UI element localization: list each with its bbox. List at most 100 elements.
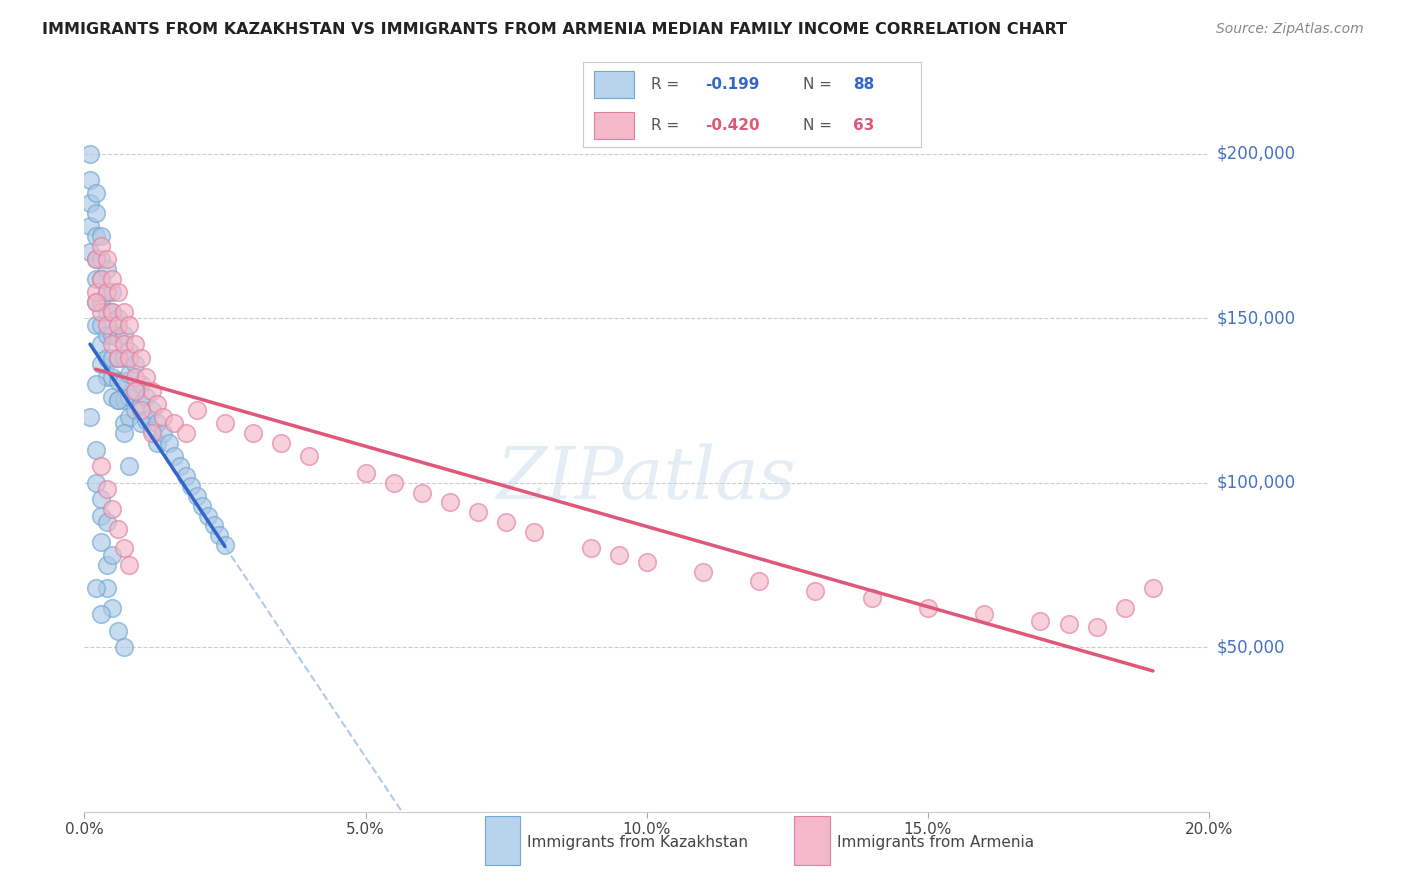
Point bbox=[163, 417, 186, 431]
Point bbox=[90, 228, 112, 243]
Point bbox=[692, 565, 714, 579]
Point bbox=[96, 351, 118, 365]
Point bbox=[101, 304, 124, 318]
Text: R =: R = bbox=[651, 77, 685, 92]
Text: Source: ZipAtlas.com: Source: ZipAtlas.com bbox=[1216, 22, 1364, 37]
Text: IMMIGRANTS FROM KAZAKHSTAN VS IMMIGRANTS FROM ARMENIA MEDIAN FAMILY INCOME CORRE: IMMIGRANTS FROM KAZAKHSTAN VS IMMIGRANTS… bbox=[42, 22, 1067, 37]
Point bbox=[129, 351, 152, 365]
Point bbox=[118, 351, 141, 365]
Point bbox=[135, 413, 157, 427]
Point bbox=[124, 403, 146, 417]
Point bbox=[96, 482, 118, 496]
Point bbox=[129, 397, 152, 411]
FancyBboxPatch shape bbox=[593, 112, 634, 139]
Point bbox=[90, 304, 112, 318]
Point bbox=[186, 489, 208, 503]
Point bbox=[129, 403, 152, 417]
Text: $150,000: $150,000 bbox=[1216, 310, 1295, 327]
Point bbox=[191, 499, 214, 513]
Point bbox=[157, 436, 180, 450]
Point bbox=[208, 528, 231, 542]
Point bbox=[270, 436, 292, 450]
Point bbox=[1057, 617, 1080, 632]
Point bbox=[112, 417, 135, 431]
Point bbox=[174, 426, 197, 441]
Point bbox=[146, 397, 169, 411]
Point bbox=[96, 515, 118, 529]
Point bbox=[107, 522, 129, 536]
Point bbox=[112, 640, 135, 655]
Point bbox=[141, 426, 163, 441]
Point bbox=[112, 541, 135, 556]
Point bbox=[107, 311, 129, 326]
Point bbox=[107, 285, 129, 299]
Point bbox=[84, 442, 107, 457]
Point bbox=[101, 271, 124, 285]
Point bbox=[79, 146, 101, 161]
Point bbox=[118, 367, 141, 381]
Point bbox=[107, 351, 129, 365]
Point bbox=[96, 327, 118, 342]
Point bbox=[79, 196, 101, 211]
Point bbox=[298, 450, 321, 464]
Point bbox=[101, 370, 124, 384]
Point bbox=[382, 475, 405, 490]
Text: ZIPatlas: ZIPatlas bbox=[496, 443, 797, 514]
Point bbox=[96, 558, 118, 572]
Point bbox=[101, 390, 124, 404]
Point bbox=[96, 304, 118, 318]
Point bbox=[90, 337, 112, 351]
Point bbox=[1142, 581, 1164, 595]
Point bbox=[118, 390, 141, 404]
Point bbox=[141, 384, 163, 398]
Point bbox=[146, 417, 169, 431]
Point bbox=[124, 357, 146, 371]
Point bbox=[96, 261, 118, 276]
Point bbox=[107, 374, 129, 388]
Point bbox=[112, 393, 135, 408]
Point bbox=[112, 327, 135, 342]
Point bbox=[214, 538, 236, 552]
Point bbox=[84, 285, 107, 299]
Point bbox=[141, 423, 163, 437]
Point bbox=[96, 252, 118, 266]
Point bbox=[84, 206, 107, 220]
Point bbox=[107, 624, 129, 638]
Point bbox=[90, 239, 112, 253]
Point bbox=[129, 417, 152, 431]
Point bbox=[90, 294, 112, 309]
Point bbox=[973, 607, 995, 622]
Point bbox=[636, 555, 658, 569]
Point bbox=[101, 327, 124, 342]
Text: $50,000: $50,000 bbox=[1216, 638, 1285, 657]
Point bbox=[90, 271, 112, 285]
Point bbox=[90, 607, 112, 622]
Point bbox=[90, 508, 112, 523]
Point bbox=[118, 318, 141, 332]
FancyBboxPatch shape bbox=[593, 71, 634, 98]
Point bbox=[214, 417, 236, 431]
Point bbox=[101, 285, 124, 299]
Point bbox=[180, 479, 202, 493]
Point bbox=[96, 285, 118, 299]
Text: -0.420: -0.420 bbox=[704, 118, 759, 133]
Text: 63: 63 bbox=[853, 118, 875, 133]
Point bbox=[96, 285, 118, 299]
Text: $200,000: $200,000 bbox=[1216, 145, 1295, 162]
Point bbox=[79, 245, 101, 260]
Point bbox=[90, 357, 112, 371]
Point bbox=[860, 591, 883, 605]
Point bbox=[124, 370, 146, 384]
Point bbox=[101, 548, 124, 562]
Point bbox=[84, 228, 107, 243]
Point bbox=[169, 459, 191, 474]
Point bbox=[90, 459, 112, 474]
Point bbox=[84, 376, 107, 391]
Point bbox=[124, 384, 146, 398]
Point bbox=[90, 492, 112, 507]
Point bbox=[84, 294, 107, 309]
Point bbox=[101, 337, 124, 351]
Point bbox=[186, 403, 208, 417]
Point bbox=[804, 584, 827, 599]
Point bbox=[96, 370, 118, 384]
